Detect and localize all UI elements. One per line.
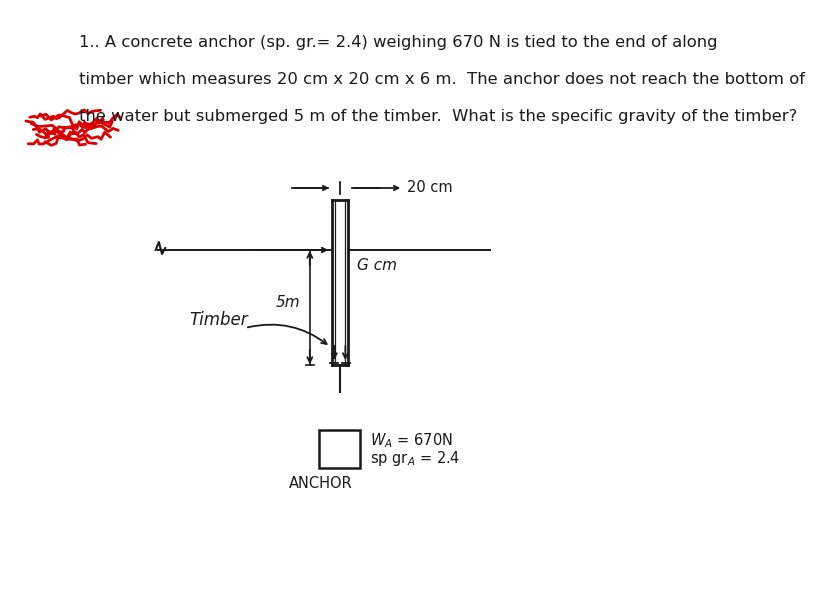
Text: ANCHOR: ANCHOR	[289, 476, 353, 491]
Text: 20 cm: 20 cm	[407, 181, 453, 195]
Text: sp gr$_A$ = 2.4: sp gr$_A$ = 2.4	[370, 450, 460, 468]
Text: $W_A$ = 670N: $W_A$ = 670N	[370, 432, 453, 450]
Text: Timber: Timber	[189, 311, 248, 329]
Text: timber which measures 20 cm x 20 cm x 6 m.  The anchor does not reach the bottom: timber which measures 20 cm x 20 cm x 6 …	[79, 72, 805, 87]
Text: 1.. A concrete anchor (sp. gr.= 2.4) weighing 670 N is tied to the end of along: 1.. A concrete anchor (sp. gr.= 2.4) wei…	[79, 35, 717, 50]
Text: G cm: G cm	[357, 257, 397, 273]
Text: the water but submerged 5 m of the timber.  What is the specific gravity of the : the water but submerged 5 m of the timbe…	[79, 109, 797, 124]
Text: 5m: 5m	[276, 295, 301, 310]
Bar	[319, 430, 361, 468]
